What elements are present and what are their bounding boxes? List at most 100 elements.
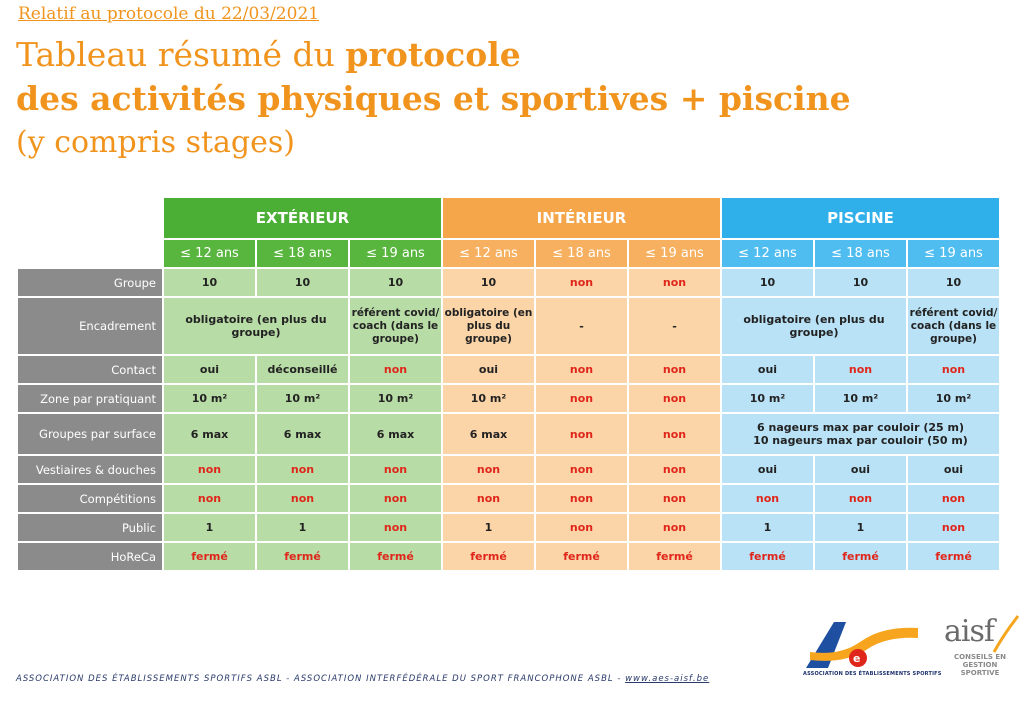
table-cell: 10 xyxy=(443,269,534,296)
table-cell: non xyxy=(629,356,720,383)
table-cell: 1 xyxy=(815,514,906,541)
table-row-encadrement: Encadrement obligatoire (en plus du grou… xyxy=(18,298,999,354)
table-cell: fermé xyxy=(815,543,906,570)
corner-blank xyxy=(18,198,162,238)
row-label: Groupe xyxy=(18,269,162,296)
table-cell: non xyxy=(164,456,255,483)
aes-logo: e xyxy=(806,622,918,668)
table-cell: non xyxy=(815,485,906,512)
table-cell: 1 xyxy=(257,514,348,541)
table-cell: non xyxy=(443,456,534,483)
row-label: Zone par pratiquant xyxy=(18,385,162,412)
table-cell: fermé xyxy=(257,543,348,570)
table-cell: 6 max xyxy=(257,414,348,454)
table-row-vestiaires: Vestiaires & douches non non non non non… xyxy=(18,456,999,483)
row-label: Public xyxy=(18,514,162,541)
age-header: ≤ 18 ans xyxy=(815,240,906,267)
table-cell: 1 xyxy=(164,514,255,541)
table-cell: obligatoire (en plus du groupe) xyxy=(722,298,906,354)
table-cell: non xyxy=(629,269,720,296)
table-cell: non xyxy=(722,485,813,512)
table-cell: non xyxy=(536,514,627,541)
group-header-piscine: PISCINE xyxy=(722,198,999,238)
table-cell: fermé xyxy=(536,543,627,570)
table-cell: fermé xyxy=(629,543,720,570)
table-cell: fermé xyxy=(908,543,999,570)
table-cell: 10 m² xyxy=(815,385,906,412)
table-cell: 10 m² xyxy=(443,385,534,412)
group-header-exterieur: EXTÉRIEUR xyxy=(164,198,441,238)
table-cell: non xyxy=(350,514,441,541)
table-cell: non xyxy=(536,385,627,412)
table-cell: 10 m² xyxy=(350,385,441,412)
table-cell: non xyxy=(257,485,348,512)
table-cell: non xyxy=(350,485,441,512)
protocol-reference: Relatif au protocole du 22/03/2021 xyxy=(18,4,320,24)
table-cell: 10 xyxy=(350,269,441,296)
table-cell: 6 max xyxy=(350,414,441,454)
table-cell: oui xyxy=(722,456,813,483)
table-cell: 10 xyxy=(815,269,906,296)
row-label: Compétitions xyxy=(18,485,162,512)
table-cell-piscine-nageurs: 6 nageurs max par couloir (25 m) 10 nage… xyxy=(722,414,999,454)
table-cell: non xyxy=(908,356,999,383)
table-cell: 6 max xyxy=(443,414,534,454)
aisf-swoosh-icon xyxy=(992,615,1020,653)
table-cell: référent covid/ coach (dans le groupe) xyxy=(350,298,441,354)
corner-blank xyxy=(18,240,162,267)
table-cell: non xyxy=(536,456,627,483)
table-cell: non xyxy=(815,356,906,383)
table-cell: oui xyxy=(815,456,906,483)
table-cell: 1 xyxy=(443,514,534,541)
age-header: ≤ 18 ans xyxy=(257,240,348,267)
table-cell: - xyxy=(536,298,627,354)
group-header-interieur: INTÉRIEUR xyxy=(443,198,720,238)
table-cell: non xyxy=(536,414,627,454)
table-cell: oui xyxy=(722,356,813,383)
table-cell: non xyxy=(629,385,720,412)
table-cell: non xyxy=(443,485,534,512)
table-cell: fermé xyxy=(164,543,255,570)
table-cell: non xyxy=(257,456,348,483)
table-cell: non xyxy=(629,514,720,541)
age-header: ≤ 12 ans xyxy=(443,240,534,267)
footer-text: ASSOCIATION DES ÉTABLISSEMENTS SPORTIFS … xyxy=(16,674,710,684)
table-row-public: Public 1 1 non 1 non non 1 1 non xyxy=(18,514,999,541)
table-cell: oui xyxy=(443,356,534,383)
website-link[interactable]: www.aes-aisf.be xyxy=(625,674,710,684)
table-row-groupe: Groupe 10 10 10 10 non non 10 10 10 xyxy=(18,269,999,296)
table-cell: 1 xyxy=(722,514,813,541)
nageurs-50m: 10 nageurs max par couloir (50 m) xyxy=(753,434,968,447)
table-cell: 10 xyxy=(164,269,255,296)
protocol-table: EXTÉRIEUR INTÉRIEUR PISCINE ≤ 12 ans ≤ 1… xyxy=(16,196,1001,572)
row-label: Contact xyxy=(18,356,162,383)
table-cell: non xyxy=(629,485,720,512)
table-cell: référent covid/ coach (dans le groupe) xyxy=(908,298,999,354)
table-cell: fermé xyxy=(443,543,534,570)
table-cell: 10 xyxy=(257,269,348,296)
table-cell: non xyxy=(350,356,441,383)
table-cell: déconseillé xyxy=(257,356,348,383)
svg-text:e: e xyxy=(853,652,860,665)
table-cell: 10 xyxy=(722,269,813,296)
row-label: Encadrement xyxy=(18,298,162,354)
table-cell: non xyxy=(536,485,627,512)
table-cell: obligatoire (en plus du groupe) xyxy=(164,298,348,354)
table-cell: non xyxy=(164,485,255,512)
table-cell: 10 m² xyxy=(257,385,348,412)
table-row-horeca: HoReCa fermé fermé fermé fermé fermé fer… xyxy=(18,543,999,570)
table-cell: fermé xyxy=(722,543,813,570)
age-header: ≤ 19 ans xyxy=(908,240,999,267)
table-cell: fermé xyxy=(350,543,441,570)
table-cell: non xyxy=(629,456,720,483)
table-cell: 10 m² xyxy=(164,385,255,412)
aisf-caption: CONSEILS EN GESTION SPORTIVE xyxy=(954,653,1006,677)
nageurs-25m: 6 nageurs max par couloir (25 m) xyxy=(757,421,964,434)
table-cell: 6 max xyxy=(164,414,255,454)
table-row-competitions: Compétitions non non non non non non non… xyxy=(18,485,999,512)
age-header: ≤ 19 ans xyxy=(350,240,441,267)
table-cell: non xyxy=(908,514,999,541)
table-cell: non xyxy=(536,269,627,296)
table-row-contact: Contact oui déconseillé non oui non non … xyxy=(18,356,999,383)
table-cell: 10 m² xyxy=(908,385,999,412)
